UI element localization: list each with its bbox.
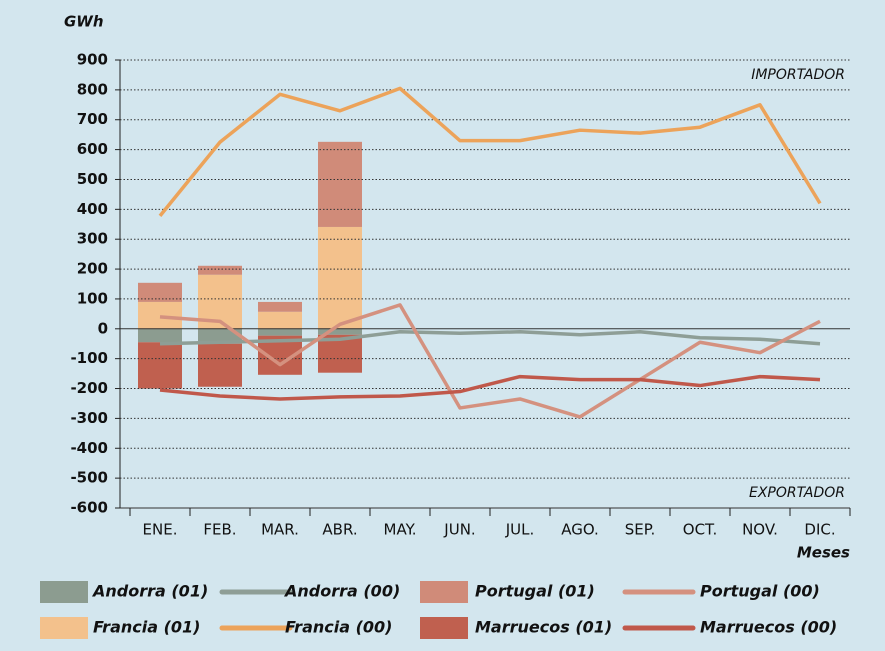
legend-label: Marruecos (01)	[475, 618, 612, 637]
bar	[138, 282, 182, 302]
line	[159, 374, 821, 401]
legend-label: Andorra (00)	[283, 582, 400, 601]
annotation: IMPORTADOR	[751, 67, 845, 83]
legend-swatch	[420, 617, 468, 639]
y-tick-label: 300	[77, 230, 108, 248]
legend-label: Andorra (01)	[91, 582, 208, 601]
annotation: EXPORTADOR	[749, 485, 845, 501]
x-tick-label: ENE.	[143, 521, 178, 539]
y-tick-label: -400	[70, 439, 108, 457]
line	[159, 303, 821, 419]
bar	[258, 301, 302, 312]
y-tick-label: 200	[77, 260, 108, 278]
bar	[198, 265, 242, 275]
legend-swatch	[40, 581, 88, 603]
legend-label: Portugal (00)	[700, 582, 820, 601]
x-axis-label: Meses	[797, 544, 850, 562]
y-tick-label: 700	[77, 110, 108, 128]
x-tick-label: OCT.	[683, 521, 717, 539]
x-tick-label: AGO.	[561, 521, 599, 539]
y-tick-label: -200	[70, 379, 108, 397]
bar	[258, 328, 302, 336]
line	[159, 330, 821, 346]
bar	[258, 311, 302, 329]
y-tick-label: 500	[77, 170, 108, 188]
bar	[318, 328, 362, 335]
bar	[318, 226, 362, 329]
legend-label: Francia (00)	[285, 618, 392, 637]
y-tick-label: 800	[77, 80, 108, 98]
y-tick-label: 0	[98, 319, 108, 337]
x-tick-label: MAR.	[261, 521, 299, 539]
x-tick-label: JUL.	[505, 521, 535, 539]
y-tick-label: -300	[70, 409, 108, 427]
y-tick-label: 100	[77, 289, 108, 307]
y-tick-label: 400	[77, 200, 108, 218]
legend-swatch	[40, 617, 88, 639]
x-tick-label: JUN.	[443, 521, 475, 539]
bar	[138, 301, 182, 329]
x-tick-label: NOV.	[742, 521, 778, 539]
y-tick-label: -500	[70, 469, 108, 487]
bar	[198, 343, 242, 387]
x-tick-label: SEP.	[625, 521, 655, 539]
y-tick-label: -100	[70, 349, 108, 367]
legend-swatch	[420, 581, 468, 603]
y-tick-label: 600	[77, 140, 108, 158]
bar	[318, 141, 362, 227]
bar	[138, 342, 182, 389]
x-tick-label: MAY.	[384, 521, 417, 539]
bar	[198, 328, 242, 344]
y-tick-label: 900	[77, 51, 108, 69]
legend-label: Marruecos (00)	[700, 618, 837, 637]
bar	[138, 328, 182, 343]
x-tick-label: ABR.	[322, 521, 357, 539]
y-tick-label: -600	[70, 499, 108, 517]
y-axis-label: GWh	[64, 13, 104, 31]
legend-label: Francia (01)	[93, 618, 200, 637]
x-tick-label: DIC.	[804, 521, 835, 539]
x-tick-label: FEB.	[203, 521, 236, 539]
line	[158, 86, 822, 218]
legend-label: Portugal (01)	[475, 582, 595, 601]
